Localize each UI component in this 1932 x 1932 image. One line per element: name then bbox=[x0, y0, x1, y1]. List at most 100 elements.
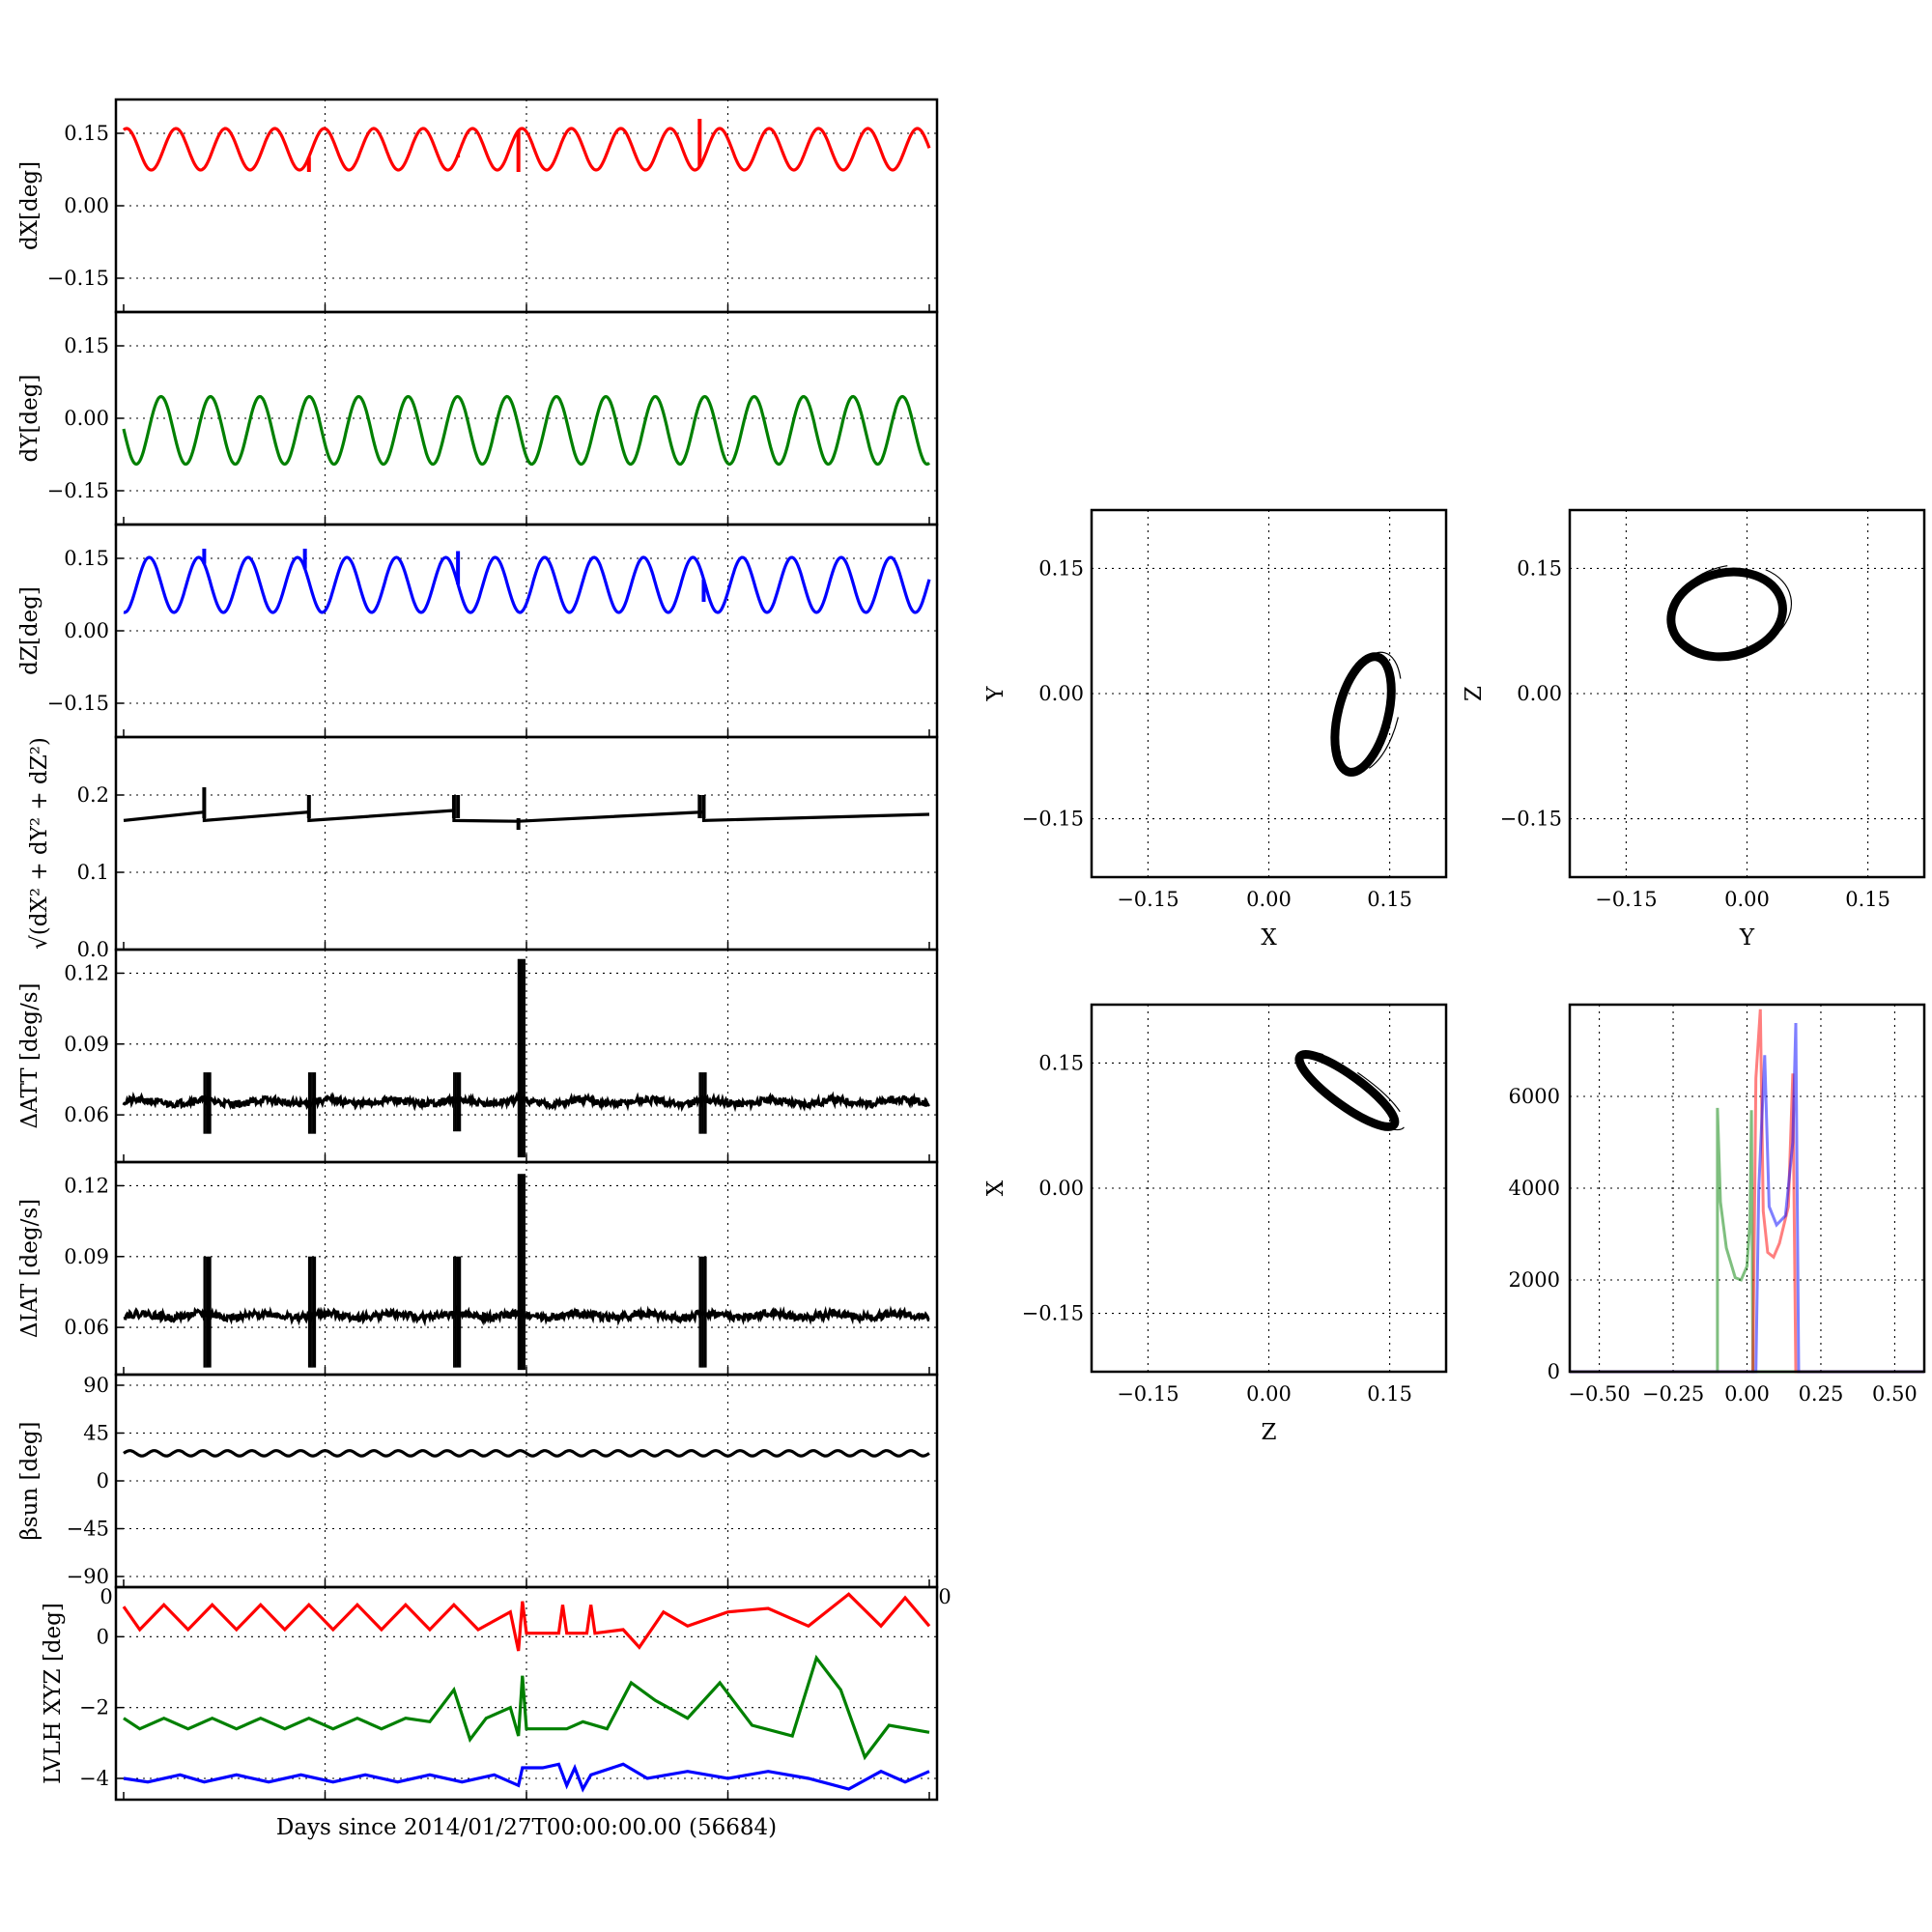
x-tick-label-1: 0.00 bbox=[1246, 888, 1292, 911]
y-tick-label-2: 0.06 bbox=[64, 1103, 109, 1126]
y-tick-label-0: 0.12 bbox=[64, 961, 109, 984]
y-tick-label-0: 90 bbox=[83, 1374, 109, 1397]
y-tick-label-2: −0.15 bbox=[1022, 808, 1084, 831]
x-tick-label-2: 0.15 bbox=[1367, 888, 1412, 911]
series-line-black bbox=[122, 1091, 930, 1113]
timeseries-panel-7: 90 45 0 −45 −90 βsun [deg] bbox=[17, 1373, 939, 1589]
x-tick-label-2: 0.15 bbox=[1367, 1382, 1412, 1406]
x-tick-label-0: −0.50 bbox=[1568, 1382, 1630, 1406]
x-tick-label-0: −0.15 bbox=[1117, 1382, 1179, 1406]
orbit-panel-3: −0.15 0.00 0.15 0.15 0.00 −0.15 Z X bbox=[983, 1003, 1448, 1445]
x-tick-label-2: 0.00 bbox=[1724, 1382, 1770, 1406]
y-tick-label-2: 0 bbox=[97, 1469, 109, 1492]
panel-frame bbox=[1090, 508, 1448, 879]
series-group bbox=[123, 1449, 930, 1458]
y-tick-label-0: 0.2 bbox=[77, 783, 109, 807]
x-tick-label-1: 0.00 bbox=[1246, 1382, 1292, 1406]
y-tick-label-2: 0.06 bbox=[64, 1316, 109, 1339]
y-tick-label-1: 0.00 bbox=[1038, 682, 1084, 705]
series-line-green bbox=[122, 394, 931, 467]
y-tick-label-1: 0.09 bbox=[64, 1033, 109, 1056]
y-tick-label-2: −4 bbox=[79, 1767, 109, 1790]
y-tick-label-2: 0.0 bbox=[77, 938, 109, 961]
timeseries-panel-5: 0.12 0.09 0.06 ΔATT [deg/s] bbox=[17, 948, 939, 1164]
y-tick-label-1: 4000 bbox=[1509, 1177, 1560, 1200]
y-tick-label-1: 0.09 bbox=[64, 1245, 109, 1268]
series-group bbox=[123, 549, 931, 614]
y-tick-label-0: 0.15 bbox=[64, 122, 109, 145]
y-tick-label-3: −45 bbox=[67, 1518, 109, 1541]
panel-frame bbox=[114, 1585, 939, 1802]
orbit-panel-1: −0.15 0.00 0.15 0.15 0.00 −0.15 X Y bbox=[983, 508, 1448, 951]
x-tick-label-4: 0.50 bbox=[1872, 1382, 1918, 1406]
y-tick-label-2: −0.15 bbox=[47, 479, 109, 502]
y-tick-label-1: 0.1 bbox=[77, 861, 109, 884]
x-tick-label-3: 0.25 bbox=[1799, 1382, 1844, 1406]
series-group bbox=[122, 119, 931, 172]
y-axis-label: βsun [deg] bbox=[17, 1421, 43, 1540]
y-tick-label-1: 0.00 bbox=[64, 194, 109, 217]
histogram-series-green bbox=[1570, 1107, 1924, 1374]
y-axis-label: Z bbox=[1462, 686, 1487, 701]
y-axis-label: dY[deg] bbox=[17, 375, 43, 463]
histogram-panel: −0.50 −0.25 0.00 0.25 0.50 6000 4000 2000 0 bbox=[1509, 1003, 1926, 1406]
series-line-black bbox=[123, 1449, 930, 1458]
series-line-green bbox=[123, 1654, 930, 1761]
panel-frame bbox=[1090, 1003, 1448, 1374]
y-axis-label: LVLH XYZ [deg] bbox=[41, 1603, 66, 1784]
y-tick-label-1: 0.00 bbox=[1517, 682, 1562, 705]
panel-frame bbox=[1568, 508, 1926, 879]
y-axis-label: X bbox=[983, 1179, 1009, 1196]
x-axis-label: Y bbox=[1739, 925, 1755, 951]
panel-frame bbox=[114, 735, 939, 952]
series-line-red bbox=[122, 127, 931, 172]
y-tick-label-0: 0.12 bbox=[64, 1174, 109, 1197]
chart-root: 0.150.00−0.15dX[deg]0.150.00−0.15dY[deg]… bbox=[17, 98, 1926, 1802]
y-tick-label-1: 0.00 bbox=[64, 407, 109, 430]
x-tick-label-0: −0.15 bbox=[1117, 888, 1179, 911]
timeseries-panel-6: 0.12 0.09 0.06 ΔIAT [deg/s] bbox=[17, 1160, 939, 1377]
orbit-ellipse-stray bbox=[1337, 651, 1403, 773]
series-group bbox=[123, 787, 930, 830]
y-tick-label-2: 2000 bbox=[1509, 1268, 1560, 1292]
y-tick-label-1: −2 bbox=[79, 1696, 109, 1719]
y-tick-label-0: 0.15 bbox=[1038, 556, 1084, 580]
panel-frame bbox=[114, 1160, 939, 1377]
x-axis-label: Z bbox=[1262, 1420, 1277, 1445]
orbit-ellipse bbox=[1294, 1049, 1400, 1131]
y-tick-label-2: −0.15 bbox=[47, 267, 109, 290]
series-group bbox=[122, 958, 930, 1158]
y-axis-label-group: √(dX² + dY² + dZ²) bbox=[27, 737, 52, 950]
orbit-panel-2: −0.15 0.00 0.15 0.15 0.00 −0.15 Y Z bbox=[1462, 508, 1926, 951]
orbit-ellipse bbox=[1666, 567, 1787, 662]
y-tick-label-0: 0 bbox=[97, 1625, 109, 1648]
timeseries-panel-8: 0 −2 −4 LVLH XYZ [deg] bbox=[41, 1585, 939, 1802]
y-axis-label: dX[deg] bbox=[17, 161, 43, 250]
y-tick-label-0: 0.15 bbox=[64, 334, 109, 357]
panel-frame bbox=[1568, 1003, 1926, 1374]
x-axis-label: X bbox=[1261, 925, 1277, 951]
y-tick-label-0: 0.15 bbox=[1517, 556, 1562, 580]
series-group bbox=[122, 1592, 931, 1793]
stray-tick-right: 0 bbox=[938, 1585, 951, 1608]
series-group bbox=[123, 1174, 930, 1371]
stray-tick-left: 0 bbox=[99, 1585, 112, 1608]
y-tick-label-4: −90 bbox=[67, 1565, 109, 1588]
y-tick-label-3: 0 bbox=[1548, 1360, 1560, 1383]
y-tick-label-2: −0.15 bbox=[1022, 1302, 1084, 1325]
orbit-ellipse-stray bbox=[1671, 564, 1793, 655]
figure-x-axis-label: Days since 2014/01/27T00:00:00.00 (56684… bbox=[276, 1815, 777, 1840]
y-tick-label-1: 0.00 bbox=[1038, 1177, 1084, 1200]
series-line-black bbox=[123, 1304, 930, 1327]
y-tick-label-2: −0.15 bbox=[1500, 808, 1562, 831]
y-tick-label-0: 0.15 bbox=[1038, 1051, 1084, 1074]
y-tick-label-0: 0.15 bbox=[64, 547, 109, 570]
histogram-series-blue bbox=[1570, 1022, 1924, 1374]
x-tick-label-2: 0.15 bbox=[1845, 888, 1890, 911]
series-line-blue bbox=[123, 1762, 930, 1793]
timeseries-panel-4: 0.2 0.1 0.0 √(dX² + dY² + dZ²) bbox=[27, 735, 939, 961]
y-axis-label: ΔATT [deg/s] bbox=[17, 983, 43, 1129]
y-axis-label: ΔIAT [deg/s] bbox=[17, 1199, 43, 1338]
